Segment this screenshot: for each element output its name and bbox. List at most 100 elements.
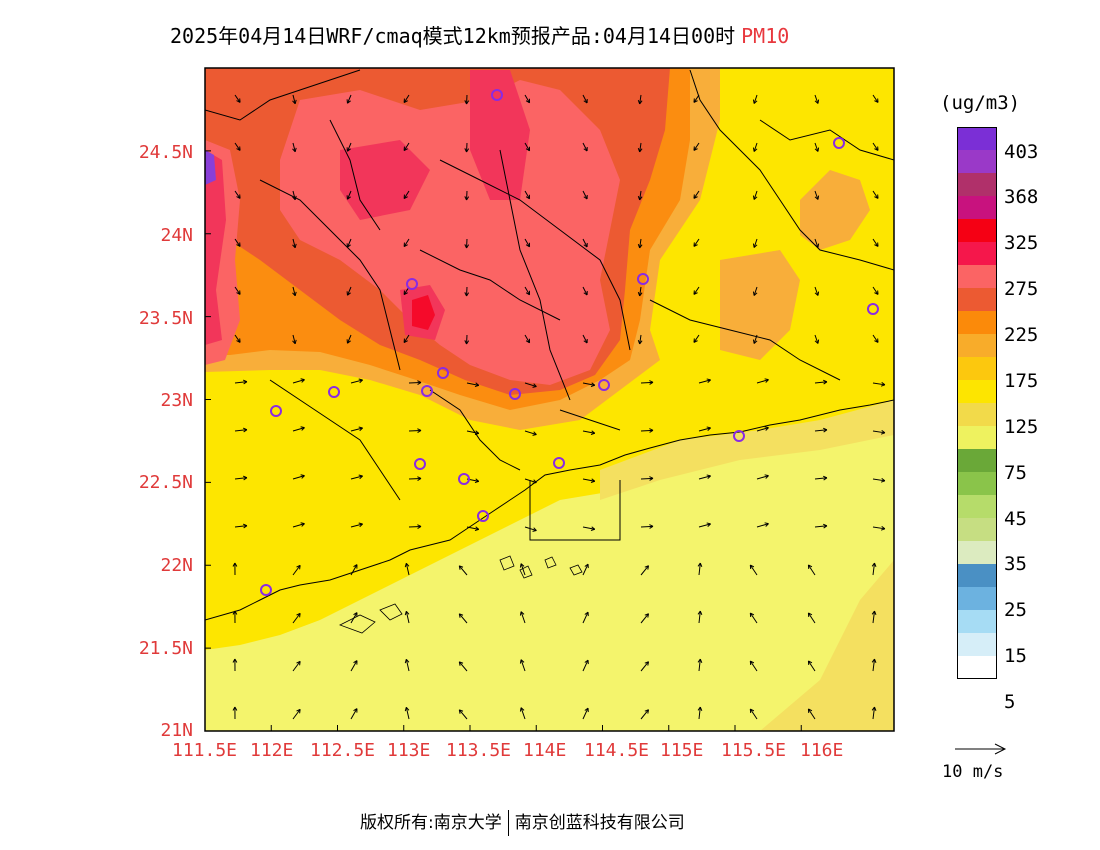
wind-arrow <box>234 238 241 247</box>
wind-arrow <box>693 286 700 295</box>
wind-arrow-head <box>764 474 769 477</box>
wind-arrow-head <box>417 430 422 433</box>
wind-arrow <box>698 707 701 720</box>
wind-arrow-head <box>359 475 363 480</box>
wind-arrow <box>524 238 530 248</box>
wind-arrow <box>582 478 595 482</box>
wind-arrow-head <box>232 658 236 663</box>
wind-arrow-head <box>649 524 654 527</box>
wind-arrow-head <box>808 564 813 568</box>
station-marker <box>598 379 610 391</box>
wind-arrow-head <box>533 383 537 387</box>
station-marker <box>491 89 503 101</box>
wind-arrow-head <box>292 244 296 249</box>
wind-arrow-head <box>353 612 358 616</box>
field-pink-red-4 <box>205 150 226 345</box>
wind-arrow-head <box>823 525 828 529</box>
wind-key-arrow <box>955 743 1007 755</box>
wind-arrow-head <box>881 429 886 434</box>
wind-arrow-head <box>693 148 698 151</box>
wind-arrow-head <box>817 291 820 296</box>
boundaries <box>205 69 894 621</box>
lon-label-111-5: 111.5E <box>172 740 238 761</box>
wind-arrow <box>872 142 879 151</box>
colorbar-swatch <box>957 242 997 265</box>
legend-label-75: 75 <box>1004 462 1027 484</box>
wind-arrow-head <box>753 244 758 248</box>
wind-arrow <box>693 190 700 199</box>
wind-arrow <box>405 611 410 624</box>
wind-arrow-head <box>874 706 877 712</box>
wind-arrow-head <box>358 522 363 525</box>
wind-arrow-head <box>752 99 755 104</box>
wind-arrow <box>872 382 885 386</box>
wind-arrow-head <box>459 661 464 664</box>
wind-arrow-head <box>294 339 297 344</box>
wind-arrow <box>405 563 410 576</box>
wind-arrow <box>640 709 649 720</box>
wind-arrow-head <box>292 292 296 297</box>
wind-arrow-head <box>403 340 408 344</box>
wind-arrow <box>872 526 885 530</box>
wind-arrow-head <box>697 610 701 615</box>
wind-arrow-head <box>752 291 755 296</box>
wind-arrow-head <box>417 478 422 481</box>
wind-arrow <box>466 526 479 530</box>
wind-arrow-head <box>584 611 589 615</box>
wind-arrow-head <box>649 476 654 479</box>
lat-label-24-5: 24.5N <box>138 142 193 163</box>
wind-arrow <box>292 190 296 200</box>
wind-arrow-head <box>353 708 358 712</box>
wind-arrow-head <box>814 244 819 248</box>
wind-arrow <box>582 334 588 344</box>
county-border-10 <box>759 119 894 161</box>
wind-arrow <box>639 238 642 248</box>
map-title: 2025年04月14日WRF/cmaq模式12km预报产品:04月14日00时 P… <box>170 20 970 49</box>
wind-arrow <box>403 142 410 151</box>
wind-arrow <box>466 382 479 386</box>
field-pink-red-2 <box>340 140 430 220</box>
legend-label-325: 325 <box>1004 232 1039 254</box>
wind-arrow <box>872 659 876 672</box>
wind-arrow-head <box>765 523 769 527</box>
wind-arrow-head <box>417 526 422 529</box>
wind-arrow <box>350 427 363 432</box>
wind-arrow-head <box>584 563 589 567</box>
wind-arrow <box>292 94 296 104</box>
wind-arrow <box>408 477 422 480</box>
wind-arrow-head <box>464 244 467 249</box>
wind-arrow-head <box>458 661 461 666</box>
lon-label-113: 113E <box>387 740 431 761</box>
wind-arrow <box>234 381 247 384</box>
wind-arrow <box>582 94 588 104</box>
wind-arrow-head <box>525 196 530 200</box>
wind-arrow <box>292 475 305 480</box>
wind-arrow-head <box>699 610 703 615</box>
wind-arrow <box>693 334 700 343</box>
wind-arrow-head <box>644 613 649 616</box>
wind-arrow-head <box>874 610 877 616</box>
wind-arrow-head <box>707 523 711 528</box>
wind-arrow <box>582 430 595 434</box>
wind-arrow-head <box>817 99 820 104</box>
wind-arrow <box>350 523 363 528</box>
wind-arrow-head <box>753 340 758 344</box>
wind-arrow-head <box>693 292 698 295</box>
wind-arrow <box>350 708 358 720</box>
wind-arrow <box>524 526 537 532</box>
station-marker <box>637 273 649 285</box>
wind-arrow-head <box>464 148 467 153</box>
wind-arrow-head <box>693 196 698 199</box>
county-border-3 <box>329 119 381 231</box>
colorbar-swatch <box>957 357 997 380</box>
wind-arrow-head <box>299 661 301 666</box>
wind-arrow <box>234 334 241 343</box>
wind-arrow-head <box>649 429 654 433</box>
wind-arrow <box>872 334 879 343</box>
wind-arrow-head <box>234 610 238 615</box>
wind-arrow <box>639 334 642 344</box>
wind-arrow <box>524 142 530 152</box>
wind-arrow-head <box>466 148 470 153</box>
wind-arrow-head <box>300 426 305 429</box>
